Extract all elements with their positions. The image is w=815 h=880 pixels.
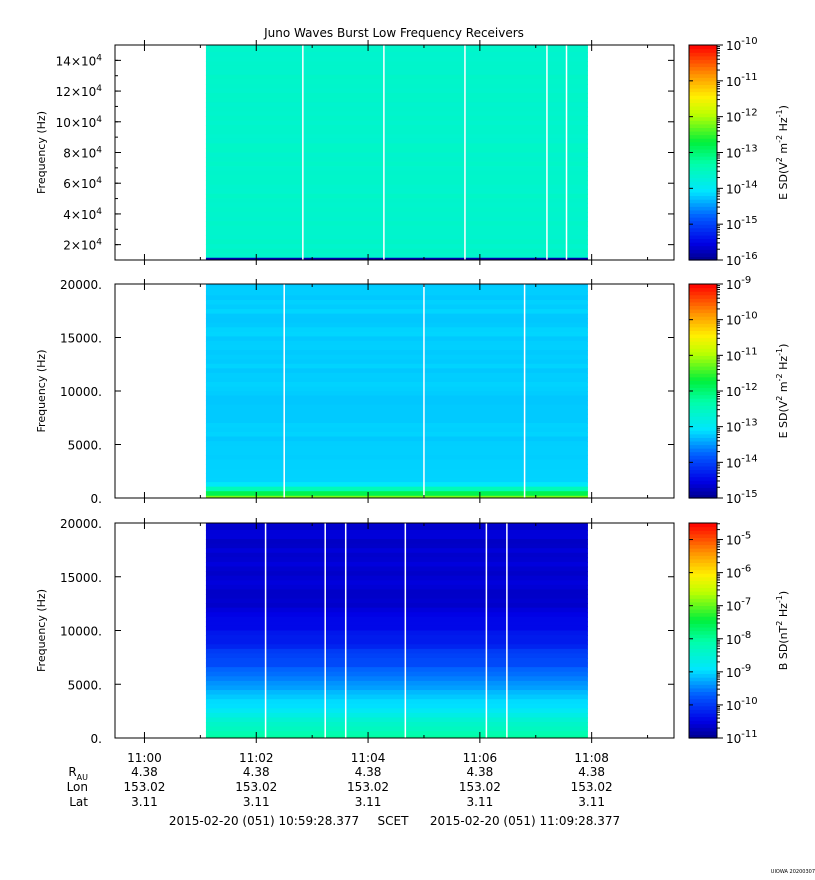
y-axis-1: 2×104 4×104 6×104 8×104 10×104 12×104 14×104 <box>56 44 674 261</box>
colorbar-label-2-2: 10-10 <box>726 311 758 328</box>
y-tick-label-3-2: 5000. <box>68 678 102 692</box>
colorbar-label-3-3: 10-7 <box>726 597 751 614</box>
time-footer: 2015-02-20 (051) 10:59:28.377 SCET 2015-… <box>169 814 620 828</box>
colorbar-label-3-4: 10-8 <box>726 630 751 647</box>
x-tick-label-5: 11:08 <box>574 751 609 765</box>
y-tick-label-2-4: 15000. <box>60 332 102 346</box>
ephemeris-label-2: Lon <box>67 780 88 794</box>
y-tick-label-1-2: 4×104 <box>63 207 102 222</box>
y-axis-label-1: Frequency (Hz) <box>35 111 48 194</box>
colorbar-label-3-5: 10-9 <box>726 663 751 680</box>
ephemeris-value-3-3: 3.11 <box>355 795 382 809</box>
colorbar-title-3: B SD(nT2 Hz-1) <box>775 591 790 670</box>
ephemeris-value-3-5: 3.11 <box>578 795 605 809</box>
y-tick-label-1-1: 2×104 <box>63 238 102 253</box>
y-tick-label-3-3: 10000. <box>60 625 102 639</box>
spectrogram-panel-1: 2×104 4×104 6×104 8×104 10×104 12×104 14×104 Fr… <box>35 36 790 268</box>
colorbar-label-2-1: 10-9 <box>726 275 751 292</box>
x-tick-label-2: 11:02 <box>239 751 274 765</box>
x-tick-label-4: 11:06 <box>463 751 498 765</box>
time-axis: 11:00 11:02 11:04 11:06 11:08 <box>127 751 609 765</box>
colorbar-label-2-3: 10-11 <box>726 346 758 363</box>
y-axis-label-2: Frequency (Hz) <box>35 350 48 433</box>
x-ticks-1 <box>143 40 649 265</box>
spectrogram-panel-3: 0. 5000. 10000. 15000. 20000. Frequency (Hz) 1… <box>35 517 790 746</box>
processing-stamp: UIOWA 20200307 <box>771 869 815 875</box>
y-tick-label-2-1: 0. <box>91 492 102 506</box>
colorbar-label-3-6: 10-10 <box>726 696 758 713</box>
ephemeris-value-1-1: 4.38 <box>131 765 158 779</box>
ephemeris-value-2-1: 153.02 <box>123 780 165 794</box>
spectrogram-heatmap-2 <box>205 284 588 498</box>
colorbar-label-1-1: 10-10 <box>726 36 758 53</box>
x-tick-label-1: 11:00 <box>127 751 162 765</box>
colorbar-label-3-1: 10-5 <box>726 531 751 548</box>
colorbar-label-2-6: 10-14 <box>726 453 758 470</box>
ephemeris-value-3-2: 3.11 <box>243 795 270 809</box>
y-tick-label-1-7: 14×104 <box>56 53 103 68</box>
ephemeris-value-3-4: 3.11 <box>467 795 494 809</box>
ephemeris-table: RAU 4.38 4.38 4.38 4.38 4.38 Lon 153.02 153.02 15… <box>67 765 613 809</box>
spectrogram-panel-2: 0. 5000. 10000. 15000. 20000. Frequency (Hz) 1… <box>35 275 790 506</box>
y-tick-label-3-1: 0. <box>91 732 102 746</box>
spectrogram-panels: 2×104 4×104 6×104 8×104 10×104 12×104 14×104 Fr… <box>35 36 790 746</box>
ephemeris-value-1-5: 4.38 <box>578 765 605 779</box>
colorbar-label-3-7: 10-11 <box>726 729 758 746</box>
colorbar-title-2: E SD(V2 m-2 Hz-1) <box>775 344 790 439</box>
ephemeris-value-3-1: 3.11 <box>131 795 158 809</box>
ephemeris-value-2-3: 153.02 <box>347 780 389 794</box>
colorbar-1: 10-10 10-11 10-12 10-13 10-14 10-15 10-16 E SD(… <box>688 36 790 268</box>
colorbar-label-2-5: 10-13 <box>726 418 758 435</box>
y-tick-label-1-4: 8×104 <box>63 146 102 161</box>
y-tick-label-1-3: 6×104 <box>63 176 102 191</box>
colorbar-label-1-4: 10-13 <box>726 144 758 161</box>
y-axis-label-3: Frequency (Hz) <box>35 589 48 672</box>
spectrogram-heatmap-3 <box>205 523 588 738</box>
chart-title: Juno Waves Burst Low Frequency Receivers <box>263 26 524 40</box>
y-tick-label-2-3: 10000. <box>60 385 102 399</box>
y-axis-3: 0. 5000. 10000. 15000. 20000. <box>60 517 674 746</box>
ephemeris-value-1-2: 4.38 <box>243 765 270 779</box>
colorbar-2: 10-9 10-10 10-11 10-12 10-13 10-14 10-15 E SD(V… <box>688 275 790 506</box>
y-tick-label-1-5: 10×104 <box>56 115 103 130</box>
x-ticks-3 <box>143 518 649 743</box>
y-axis-2: 0. 5000. 10000. 15000. 20000. <box>60 278 674 506</box>
time-footer-end: 2015-02-20 (051) 11:09:28.377 <box>430 814 620 828</box>
ephemeris-value-2-4: 153.02 <box>459 780 501 794</box>
ephemeris-value-2-5: 153.02 <box>571 780 613 794</box>
y-tick-label-2-2: 5000. <box>68 439 102 453</box>
colorbar-frame-3 <box>688 522 718 739</box>
colorbar-label-1-2: 10-11 <box>726 72 758 89</box>
ephemeris-value-1-3: 4.38 <box>355 765 382 779</box>
time-footer-label: SCET <box>378 814 410 828</box>
x-tick-label-3: 11:04 <box>351 751 386 765</box>
x-ticks-2 <box>143 279 649 503</box>
colorbar-3: 10-5 10-6 10-7 10-8 10-9 10-10 10-11 B SD(nT2 H… <box>688 522 790 746</box>
ephemeris-value-1-4: 4.38 <box>467 765 494 779</box>
y-tick-label-3-5: 20000. <box>60 517 102 531</box>
colorbar-title-1: E SD(V2 m-2 Hz-1) <box>775 105 790 200</box>
y-tick-label-2-5: 20000. <box>60 278 102 292</box>
colorbar-label-1-6: 10-15 <box>726 215 758 232</box>
colorbar-label-2-7: 10-15 <box>726 489 758 506</box>
ephemeris-label-1: RAU <box>68 765 88 782</box>
colorbar-label-2-4: 10-12 <box>726 382 758 399</box>
y-tick-label-1-6: 12×104 <box>56 84 103 99</box>
y-tick-label-3-4: 15000. <box>60 571 102 585</box>
time-footer-start: 2015-02-20 (051) 10:59:28.377 <box>169 814 359 828</box>
colorbar-label-1-5: 10-14 <box>726 179 758 196</box>
colorbar-label-1-7: 10-16 <box>726 251 758 268</box>
ephemeris-label-3: Lat <box>69 795 88 809</box>
colorbar-label-3-2: 10-6 <box>726 564 751 581</box>
ephemeris-value-2-2: 153.02 <box>235 780 277 794</box>
spectrogram-heatmap-1 <box>205 45 588 260</box>
colorbar-label-1-3: 10-12 <box>726 108 758 125</box>
